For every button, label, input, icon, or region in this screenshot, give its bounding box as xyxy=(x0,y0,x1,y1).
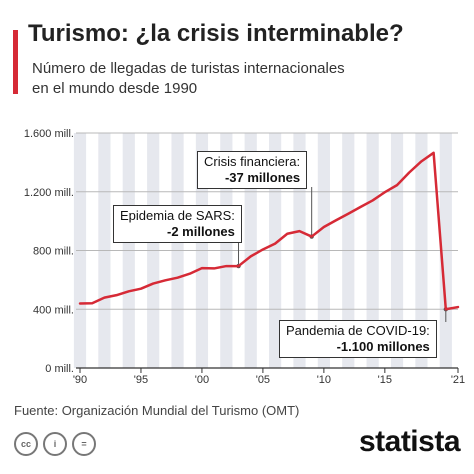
cc-icon[interactable]: cc xyxy=(14,432,38,456)
chart-title: Turismo: ¿la crisis interminable? xyxy=(28,20,404,47)
equals-icon[interactable]: = xyxy=(72,432,96,456)
x-tick-label: '05 xyxy=(256,374,270,386)
annotation-covid-label: Pandemia de COVID-19: xyxy=(286,323,430,338)
x-tick-label: '10 xyxy=(317,374,331,386)
source-note: Fuente: Organización Mundial del Turismo… xyxy=(14,403,300,418)
subtitle-line-2: en el mundo desde 1990 xyxy=(32,80,198,97)
annotation-crisis-value: -37 millones xyxy=(224,170,301,185)
y-tick-label: 400 mill. xyxy=(33,304,74,316)
x-tick-label: '00 xyxy=(195,374,209,386)
annotation-covid-value: -1.100 millones xyxy=(336,339,430,354)
license-icons: cc i = xyxy=(14,432,96,456)
x-tick-label: '90 xyxy=(73,374,87,386)
by-icon[interactable]: i xyxy=(43,432,67,456)
series-line xyxy=(78,151,460,311)
y-tick-label: 1.200 mill. xyxy=(24,187,74,199)
y-tick-label: 0 mill. xyxy=(45,363,74,375)
annotation-covid: Pandemia de COVID-19: -1.100 millones xyxy=(279,320,437,358)
accent-bar xyxy=(13,30,18,94)
annotation-crisis-label: Crisis financiera: xyxy=(204,154,301,169)
y-tick-label: 800 mill. xyxy=(33,246,74,258)
subtitle-line-1: Número de llegadas de turistas internaci… xyxy=(32,60,345,77)
annotation-sars-label: Epidemia de SARS: xyxy=(120,208,235,223)
annotation-crisis: Crisis financiera: -37 millones xyxy=(197,151,308,189)
annotation-sars-value: -2 millones xyxy=(166,224,235,239)
statista-logo[interactable]: statista xyxy=(358,425,461,458)
annotation-sars: Epidemia de SARS: -2 millones xyxy=(113,205,242,243)
x-tick-label: '95 xyxy=(134,374,148,386)
chart-subtitle: Número de llegadas de turistas internaci… xyxy=(32,59,452,99)
y-tick-label: 1.600 mill. xyxy=(24,128,74,140)
x-tick-label: '15 xyxy=(378,374,392,386)
x-tick-label: '21 xyxy=(451,374,465,386)
